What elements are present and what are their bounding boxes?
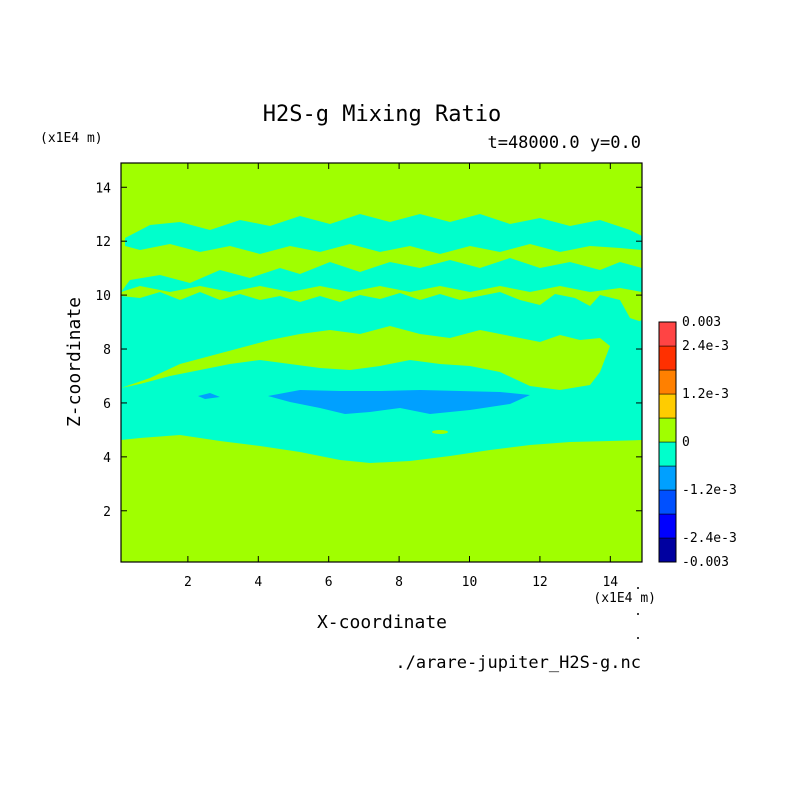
colorbar-swatch — [658, 465, 677, 491]
x-tick-label: 2 — [184, 575, 192, 590]
y-tick-label: 2 — [103, 505, 111, 520]
colorbar-label: 1.2e-3 — [682, 387, 729, 402]
x-axis: 2 4 6 8 10 12 14 — [184, 163, 618, 590]
x-tick-label: 6 — [325, 575, 333, 590]
x-tick-label: 8 — [395, 575, 403, 590]
contour-level-negative-2 — [121, 258, 642, 292]
contour-hole-2 — [244, 346, 256, 358]
source-file-label: ./arare-jupiter_H2S-g.nc — [395, 653, 641, 673]
contour-hole-4 — [457, 347, 467, 357]
contour-level-negative-1 — [121, 292, 642, 463]
contour-patch-right — [600, 320, 642, 342]
y-axis: 2 4 6 8 10 12 14 — [95, 181, 642, 520]
y-tick-label: 6 — [103, 397, 111, 412]
contour-level-negative-3 — [125, 214, 642, 254]
colorbar-swatch — [658, 513, 677, 539]
colorbar-swatch — [658, 369, 677, 395]
marker-dot — [637, 637, 639, 639]
plot-area — [121, 163, 642, 562]
plot-frame — [120, 162, 643, 563]
x-axis-label: X-coordinate — [317, 612, 447, 633]
x-tick-label: 14 — [602, 575, 618, 590]
x-tick-label: 4 — [254, 575, 262, 590]
colorbar-swatch — [658, 489, 677, 515]
colorbar-swatch — [658, 321, 677, 347]
contour-level-negative-5 — [198, 393, 220, 399]
chart-title: H2S-g Mixing Ratio — [263, 102, 501, 127]
contour-hole-3 — [294, 350, 306, 362]
colorbar-swatch — [658, 441, 677, 467]
marker-dot — [637, 613, 639, 615]
x-tick-label: 12 — [532, 575, 548, 590]
colorbar-label: -2.4e-3 — [682, 531, 737, 546]
colorbar-label: 2.4e-3 — [682, 339, 729, 354]
marker-dot — [637, 587, 639, 589]
y-tick-label: 4 — [103, 451, 111, 466]
y-unit-label: (x1E4 m) — [40, 131, 103, 146]
colorbar-label: 0 — [682, 435, 690, 450]
y-axis-label: Z-coordinate — [64, 297, 85, 427]
y-tick-label: 10 — [95, 289, 111, 304]
x-unit-label: (x1E4 m) — [593, 591, 656, 606]
x-tick-label: 10 — [462, 575, 478, 590]
colorbar-swatch — [658, 393, 677, 419]
contour-hole-5 — [432, 430, 448, 434]
colorbar-label: 0.003 — [682, 315, 721, 330]
colorbar-swatch — [658, 417, 677, 443]
chart-subtitle: t=48000.0 y=0.0 — [487, 133, 641, 153]
colorbar-swatch — [658, 345, 677, 371]
colorbar-label: -1.2e-3 — [682, 483, 737, 498]
y-tick-label: 8 — [103, 343, 111, 358]
contour-hole-1 — [121, 326, 610, 390]
colorbar: 0.003 2.4e-3 1.2e-3 0 -1.2e-3 -2.4e-3 -0.003 — [658, 315, 737, 570]
y-tick-label: 12 — [95, 235, 111, 250]
colorbar-label: -0.003 — [682, 555, 729, 570]
contour-patch-left — [121, 310, 170, 345]
colorbar-frame — [658, 321, 677, 563]
y-tick-label: 14 — [95, 181, 111, 196]
colorbar-swatch — [658, 537, 677, 563]
contour-level-negative-4 — [268, 390, 530, 414]
